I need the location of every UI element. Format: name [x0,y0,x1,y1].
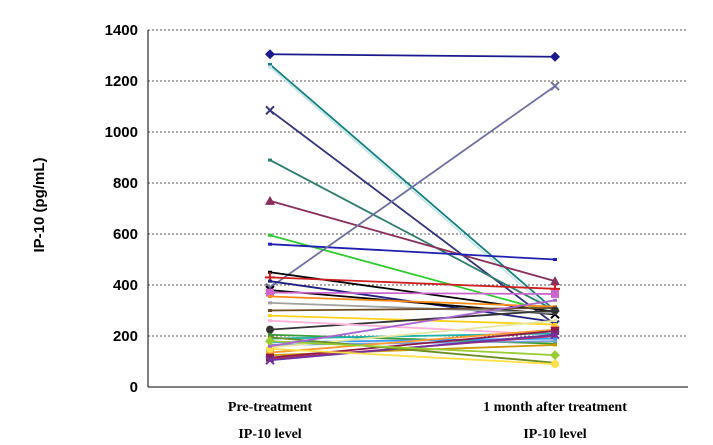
y-tick-label: 200 [113,328,138,345]
data-point [268,333,272,337]
y-axis-label: IP-10 (pg/mL) [31,157,48,252]
data-point [268,279,272,283]
series-patient-19 [266,306,559,334]
series-line [269,336,556,364]
series-line [269,295,556,308]
series-line [269,299,556,348]
data-point [268,294,272,298]
series-patient-14 [266,288,559,298]
series-line [269,243,556,261]
y-tick-label: 600 [113,226,138,243]
x-category-labels: Pre-treatment IP-10 level 1 month after tr… [228,400,627,442]
data-point [268,314,272,318]
data-point [268,309,272,312]
data-point [268,270,272,274]
y-tick-label: 800 [113,175,138,192]
series-line [269,109,556,326]
axes [147,30,688,388]
data-point [266,325,274,334]
data-point [550,350,560,361]
series-line [269,159,556,312]
x-category-label: Pre-treatment [228,400,313,415]
y-tick-label: 1400 [105,22,138,39]
series-patient-6 [265,195,560,286]
data-point [550,51,560,62]
y-tick-label: 0 [130,379,138,396]
series-line [269,328,556,354]
data-point [268,65,272,69]
series-patient-9 [265,81,560,293]
data-point [265,336,275,347]
data-point [553,258,557,261]
data-point [551,306,559,315]
data-point [553,339,557,343]
series-line [269,330,556,359]
series-line [269,291,556,295]
y-tick-labels: 0 200 400 600 800 1000 1200 1400 [105,22,138,396]
series-line [269,340,556,357]
data-point [551,289,559,298]
data-point [551,326,559,335]
series-line [269,301,556,314]
data-point [265,105,275,116]
data-point [553,298,557,302]
x-category-label: IP-10 level [523,427,586,442]
y-tick-label: 400 [113,277,138,294]
series-line [269,53,556,58]
data-point [266,288,274,297]
data-point [268,301,272,305]
y-tick-label: 1200 [105,73,138,90]
series-line [269,309,556,331]
series-line [269,276,556,290]
data-point [550,81,560,91]
series-patient-34 [268,298,557,348]
data-point [553,319,557,323]
data-point [268,344,272,348]
data-point [268,242,272,246]
data-point [265,195,275,205]
series-line [269,199,556,283]
data-point [553,337,557,341]
data-point [553,343,557,347]
data-point [265,355,275,365]
data-point [268,62,272,66]
data-point [265,49,275,60]
data-point [268,233,272,237]
x-category-label: IP-10 level [238,427,301,442]
data-point [268,158,272,162]
data-point [268,319,272,323]
series-line [269,319,556,336]
data-point [551,360,559,369]
data-point [553,323,557,327]
series-patient-8 [268,242,557,261]
series-patient-33 [265,336,560,361]
data-point [550,330,560,340]
series-lines [265,49,560,369]
series-line [269,234,556,314]
y-tick-label: 1000 [105,124,138,141]
series-line [269,347,556,365]
series-line [269,85,556,289]
gridlines [148,29,688,337]
x-category-label: 1 month after treatment [483,400,627,415]
data-point [550,276,560,286]
series-line [269,66,556,316]
series-patient-1 [265,49,560,62]
